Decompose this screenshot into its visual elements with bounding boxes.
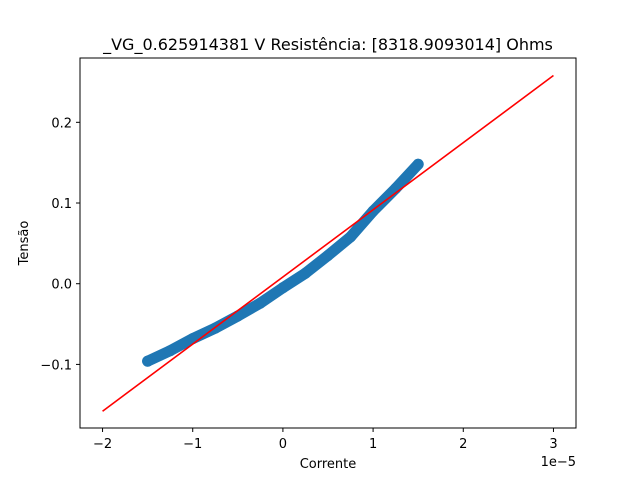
- x-tick-label: −2: [93, 437, 112, 452]
- scatter-band: [142, 158, 424, 367]
- scatter-point: [322, 249, 334, 261]
- y-tick-label: 0.0: [51, 278, 72, 293]
- scatter-point: [187, 333, 199, 345]
- chart-title: _VG_0.625914381 V Resistência: [8318.909…: [102, 35, 553, 55]
- x-tick-label: 2: [459, 437, 467, 452]
- scatter-point: [232, 310, 244, 322]
- y-axis: −0.1 0.0 0.1 0.2: [40, 116, 80, 373]
- plot-frame: [79, 57, 577, 429]
- scatter-point: [164, 345, 176, 357]
- x-axis: −2 −1 0 1 2 3: [93, 428, 558, 452]
- scatter-series: [142, 158, 424, 367]
- scatter-point: [254, 297, 266, 309]
- scatter-point: [299, 267, 311, 279]
- y-tick-label: −0.1: [40, 358, 72, 373]
- y-tick-label: 0.1: [51, 197, 72, 212]
- x-tick-label: −1: [183, 437, 202, 452]
- plot-series: [102, 74, 554, 412]
- x-tick-label: 1: [369, 437, 377, 452]
- x-tick-label: 3: [549, 437, 557, 452]
- fit-line: [102, 74, 554, 412]
- scatter-point: [345, 231, 357, 243]
- x-tick-label: 0: [279, 437, 287, 452]
- x-offset-label: 1e−5: [541, 455, 576, 470]
- y-tick-label: 0.2: [51, 116, 72, 131]
- scatter-point: [142, 355, 154, 367]
- scatter-point: [277, 282, 289, 294]
- y-axis-label: Tensão: [17, 221, 32, 267]
- x-axis-label: Corrente: [300, 457, 357, 472]
- scatter-point: [412, 158, 424, 170]
